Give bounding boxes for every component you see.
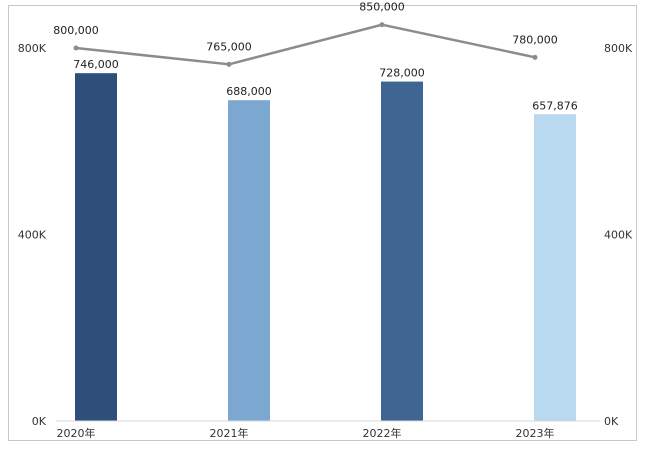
x-tick-label-1: 2021年 (210, 426, 249, 440)
line-point-2 (379, 22, 385, 28)
line-value-label-2: 850,000 (359, 1, 405, 14)
x-axis: 2020年 2021年 2022年 2023年 (56, 420, 600, 440)
y-axis-left: 800K 400K 0K (18, 42, 47, 428)
line-point-0 (73, 45, 79, 51)
bar-value-label-0: 746,000 (73, 58, 119, 71)
bar-3 (534, 114, 576, 421)
bar-2 (381, 81, 423, 421)
y-axis-right: 800K 400K 0K (604, 42, 633, 428)
line-value-label-1: 765,000 (206, 40, 252, 53)
line-value-label-0: 800,000 (53, 24, 99, 37)
line-point-3 (532, 54, 538, 60)
y-right-tick-label-0: 800K (604, 42, 633, 55)
x-tick-label-0: 2020年 (57, 426, 96, 440)
line-point-1 (226, 61, 232, 67)
y-right-tick-label-2: 0K (604, 415, 619, 428)
y-left-tick-label-0: 800K (18, 42, 47, 55)
bar-value-labels: 746,000 688,000 728,000 657,876 (73, 58, 578, 112)
bar-value-label-3: 657,876 (532, 99, 578, 112)
y-left-tick-label-2: 0K (32, 415, 47, 428)
bar-0 (75, 73, 117, 422)
bar-value-label-2: 728,000 (379, 67, 425, 80)
line-series (73, 22, 538, 67)
bar-value-label-1: 688,000 (226, 85, 272, 98)
y-right-tick-label-1: 400K (604, 229, 633, 242)
line-path (75, 23, 536, 66)
bar-1 (228, 100, 270, 421)
bar-series (75, 73, 576, 422)
x-tick-label-3: 2023年 (516, 426, 555, 440)
line-value-labels: 800,000 765,000 850,000 780,000 (53, 1, 558, 54)
y-left-tick-label-1: 400K (18, 229, 47, 242)
x-tick-label-2: 2022年 (363, 426, 402, 440)
line-value-label-3: 780,000 (512, 33, 558, 46)
